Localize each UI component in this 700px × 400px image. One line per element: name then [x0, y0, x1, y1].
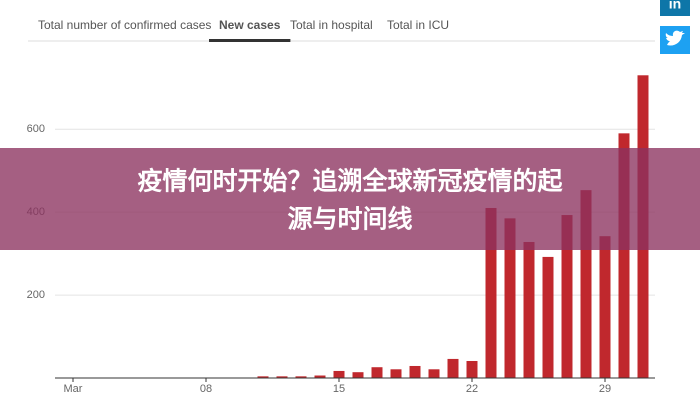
twitter-bird	[665, 30, 685, 46]
bar	[390, 369, 402, 378]
x-tick-label: Mar	[64, 383, 83, 395]
bar	[561, 215, 573, 378]
bar	[523, 241, 535, 378]
bar	[542, 256, 554, 378]
tab-underline	[209, 39, 291, 42]
bar	[295, 376, 307, 378]
bar	[352, 372, 364, 378]
bar	[276, 376, 288, 378]
banner	[0, 148, 700, 250]
banner-line: 疫情何时开始？追溯全球新冠疫情的起	[137, 167, 563, 196]
y-tick-label: 200	[27, 289, 45, 301]
bar	[504, 218, 516, 378]
bar	[580, 190, 592, 378]
x-tick-label: 15	[333, 383, 345, 395]
tab[interactable]: New cases	[219, 18, 281, 32]
bar	[409, 365, 421, 378]
bar	[466, 360, 478, 378]
bar	[333, 370, 345, 378]
bar	[428, 369, 440, 378]
x-tick-label: 29	[599, 383, 611, 395]
bar	[371, 367, 383, 378]
bar	[485, 207, 497, 378]
x-tick-label: 08	[200, 383, 212, 395]
bar	[618, 133, 630, 378]
x-tick-label: 22	[466, 383, 478, 395]
tab[interactable]: Total in ICU	[387, 18, 449, 32]
linkedin-label: in	[669, 0, 681, 12]
tab[interactable]: Total in hospital	[290, 18, 373, 32]
bar	[314, 375, 326, 378]
bar	[257, 376, 269, 378]
bar	[599, 236, 611, 378]
bar	[447, 358, 459, 378]
y-tick-label: 600	[27, 123, 45, 135]
banner-line: 源与时间线	[287, 205, 412, 234]
tab[interactable]: Total number of confirmed cases	[38, 18, 211, 32]
tab-bar: Total number of confirmed cases New cases…	[38, 18, 449, 42]
linkedin-icon[interactable]	[660, 0, 690, 16]
